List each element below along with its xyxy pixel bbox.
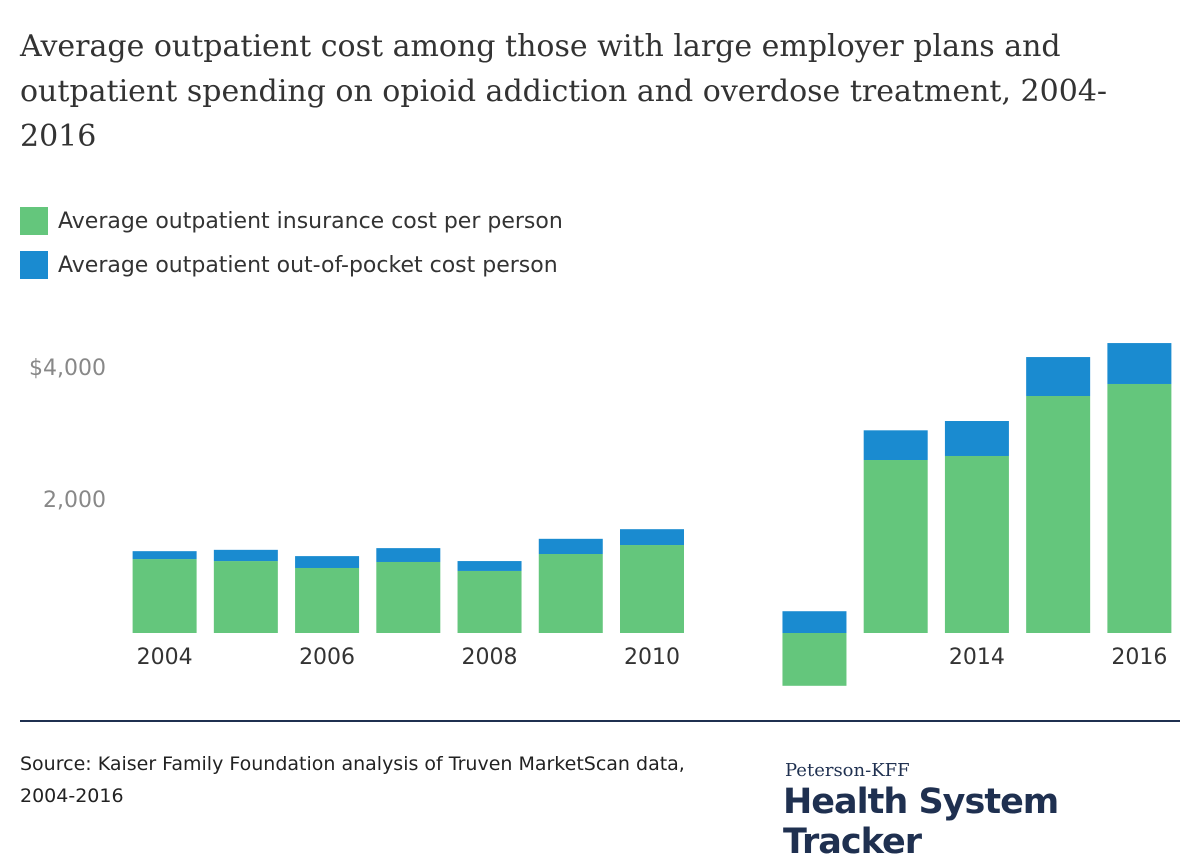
bar-segment [132, 551, 197, 560]
bar-segment [863, 460, 928, 633]
bar-segment [620, 545, 684, 633]
x-tick-label: 2008 [462, 645, 518, 670]
bar-segment [944, 421, 1009, 456]
x-tick-label: 2004 [137, 645, 193, 670]
bar-segment [213, 561, 278, 633]
brand-name: Health System Tracker [783, 782, 1059, 862]
legend-label: Average outpatient insurance cost per pe… [58, 208, 563, 234]
bar-segment [132, 559, 197, 633]
bar-segment [782, 611, 847, 633]
bar-segment [295, 567, 360, 633]
divider [20, 720, 1180, 722]
source: Source: Kaiser Family Foundation analysi… [20, 753, 685, 807]
bar-segment [538, 553, 603, 633]
bar-segment [457, 561, 522, 571]
bar-segment [1107, 383, 1172, 633]
bar-segment [295, 556, 360, 568]
bar-segment [538, 538, 603, 554]
bar-segment [1026, 357, 1091, 396]
x-tick-label: 2006 [299, 645, 355, 670]
bar-segment [376, 561, 441, 633]
legend-item: Average outpatient out-of-pocket cost pe… [20, 251, 558, 279]
x-tick-label: 2016 [1111, 645, 1167, 670]
bar-segment [620, 529, 684, 546]
bar-segment [1107, 343, 1172, 384]
bar-segment [376, 548, 441, 562]
chart-title: Average outpatient cost among those with… [20, 29, 1108, 154]
y-tick-label: $4,000 [29, 356, 106, 381]
y-tick-label: 2,000 [43, 488, 106, 513]
legend-swatch [20, 251, 48, 279]
bar-segment [1026, 395, 1091, 633]
x-tick-label: 2010 [624, 645, 680, 670]
legend-item: Average outpatient insurance cost per pe… [20, 207, 563, 235]
legend-swatch [20, 207, 48, 235]
bar-segment [782, 633, 847, 686]
legend-label: Average outpatient out-of-pocket cost pe… [58, 252, 558, 278]
bar-segment [213, 549, 278, 562]
bar-segment [863, 430, 928, 461]
x-tick-label: 2014 [949, 645, 1005, 670]
brand-kicker: Peterson-KFF [785, 760, 910, 781]
bar-segment [944, 455, 1009, 633]
bar-segment [457, 570, 522, 633]
